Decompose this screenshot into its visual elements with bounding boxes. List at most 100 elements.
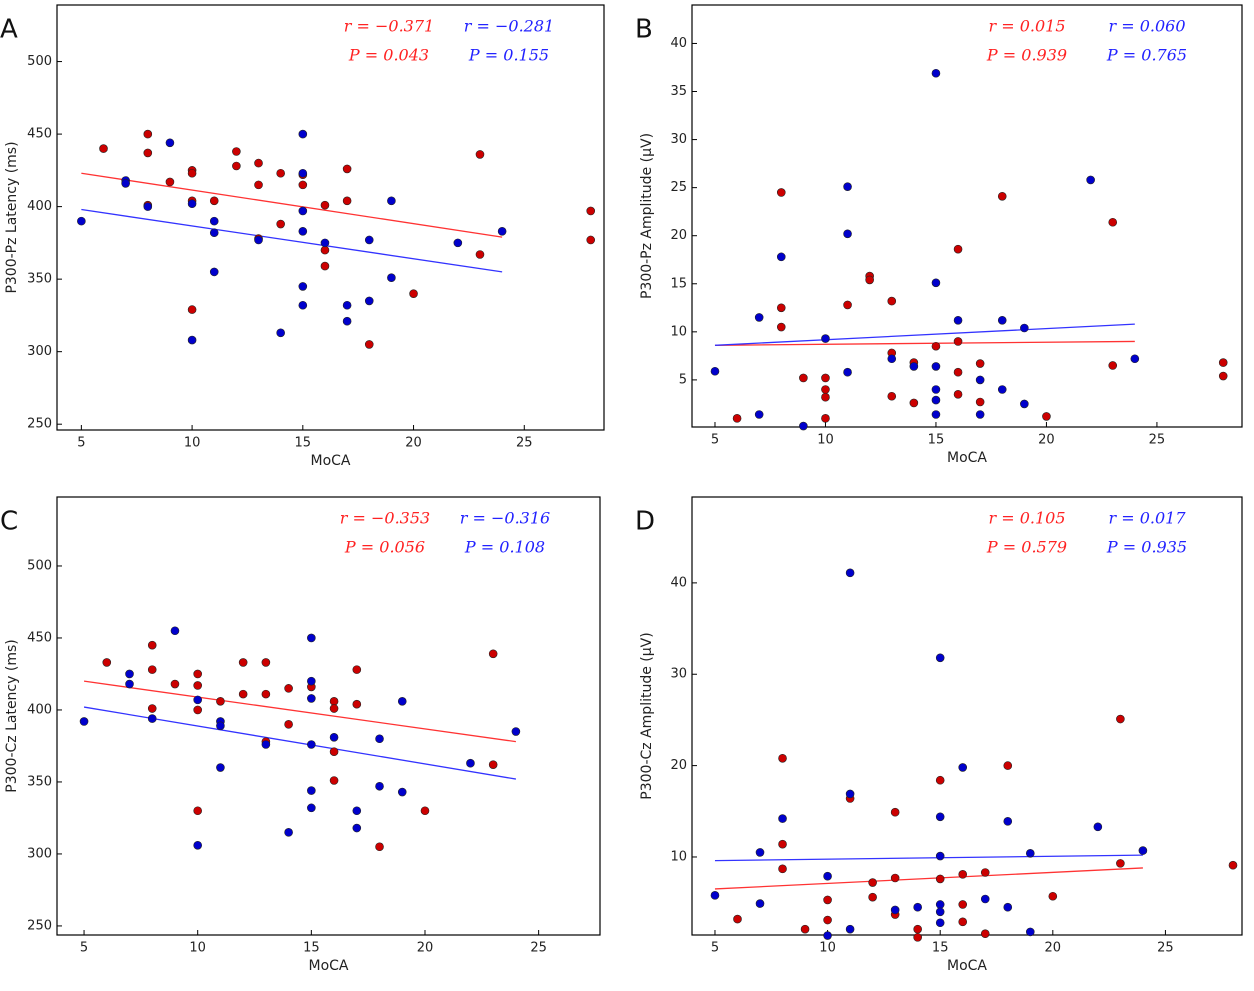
data-point xyxy=(845,568,855,578)
data-point xyxy=(209,267,219,277)
y-tick-label: 30 xyxy=(670,667,687,682)
data-point xyxy=(935,653,945,663)
data-point xyxy=(821,414,830,423)
x-tick-label: 10 xyxy=(184,436,201,451)
y-tick-label: 20 xyxy=(670,228,687,243)
data-point xyxy=(975,397,985,407)
data-point xyxy=(776,303,786,313)
data-point xyxy=(1003,902,1013,912)
y-tick-label: 400 xyxy=(27,199,52,214)
data-point xyxy=(931,362,941,371)
y-tick-label: 250 xyxy=(27,918,52,933)
x-tick-label: 10 xyxy=(189,941,206,956)
data-point xyxy=(1108,361,1118,370)
data-point xyxy=(799,421,808,431)
data-point xyxy=(778,864,787,874)
y-tick-label: 10 xyxy=(670,324,687,339)
x-tick-label: 20 xyxy=(1038,433,1055,448)
panel-label: C xyxy=(0,507,18,537)
data-point xyxy=(931,341,941,351)
stat-annotation: r = −0.353 xyxy=(340,509,430,528)
data-point xyxy=(375,842,384,852)
data-point xyxy=(254,180,263,190)
data-point xyxy=(284,828,293,837)
data-point xyxy=(980,894,990,904)
x-axis-label: MoCA xyxy=(309,958,349,974)
data-point xyxy=(320,245,330,255)
data-point xyxy=(397,787,407,797)
data-point xyxy=(909,398,919,408)
data-point xyxy=(352,823,362,833)
data-point xyxy=(823,915,832,925)
stat-annotation: P = 0.043 xyxy=(348,46,429,65)
data-point xyxy=(823,931,832,940)
data-point xyxy=(387,273,396,282)
y-axis-label: P300-Pz Latency (ms) xyxy=(4,141,20,293)
fit-line xyxy=(83,680,516,743)
data-point xyxy=(935,907,945,917)
data-point xyxy=(821,373,830,383)
data-point xyxy=(586,206,596,216)
data-point xyxy=(497,226,507,236)
data-point xyxy=(887,296,897,306)
data-point xyxy=(77,216,86,226)
y-axis-label: P300-Cz Latency (ms) xyxy=(4,639,20,792)
data-point xyxy=(216,721,225,731)
panel-label: D xyxy=(635,507,655,537)
data-point xyxy=(823,871,832,881)
data-point xyxy=(147,704,157,713)
fit-line xyxy=(714,340,1135,346)
data-point xyxy=(913,933,922,942)
data-point xyxy=(980,929,990,939)
data-point xyxy=(276,219,285,229)
data-point xyxy=(1025,849,1035,858)
data-point xyxy=(1020,323,1029,333)
stat-annotation: P = 0.056 xyxy=(344,538,425,557)
x-tick-label: 15 xyxy=(303,941,320,956)
data-point xyxy=(193,806,202,816)
data-point xyxy=(890,873,900,883)
data-point xyxy=(843,367,852,377)
data-point xyxy=(409,289,418,298)
data-point xyxy=(887,354,897,364)
data-point xyxy=(147,640,157,650)
y-tick-label: 20 xyxy=(670,758,687,773)
x-tick-label: 15 xyxy=(295,436,312,451)
x-axis-label: MoCA xyxy=(947,958,987,974)
data-point xyxy=(320,200,330,210)
data-point xyxy=(209,196,219,206)
data-point xyxy=(342,300,352,310)
data-point xyxy=(1218,371,1228,381)
data-point xyxy=(387,196,396,206)
x-tick-label: 15 xyxy=(928,433,945,448)
data-point xyxy=(352,665,362,674)
data-point xyxy=(125,679,134,689)
data-point xyxy=(298,206,308,216)
data-point xyxy=(931,395,941,405)
y-tick-label: 10 xyxy=(670,849,687,864)
data-point xyxy=(868,892,877,902)
data-point xyxy=(865,275,874,285)
data-point xyxy=(778,839,787,849)
fit-line xyxy=(714,854,1143,862)
stat-annotation: r = −0.371 xyxy=(344,17,434,36)
data-point xyxy=(710,891,720,900)
x-tick-label: 20 xyxy=(405,436,422,451)
data-point xyxy=(375,781,384,791)
data-point xyxy=(216,697,225,706)
data-point xyxy=(800,924,810,934)
x-tick-label: 25 xyxy=(530,941,547,956)
data-point xyxy=(887,391,897,401)
data-point xyxy=(935,918,945,928)
data-point xyxy=(935,900,945,909)
x-tick-label: 20 xyxy=(1045,941,1062,956)
data-point xyxy=(488,760,498,769)
y-tick-label: 500 xyxy=(27,54,52,69)
x-tick-label: 20 xyxy=(417,941,434,956)
fit-line xyxy=(714,867,1143,890)
stat-annotation: r = 0.105 xyxy=(988,509,1065,528)
data-point xyxy=(261,740,271,749)
stat-annotation: r = −0.281 xyxy=(464,17,554,36)
data-point xyxy=(307,676,316,686)
y-tick-label: 25 xyxy=(670,180,687,195)
